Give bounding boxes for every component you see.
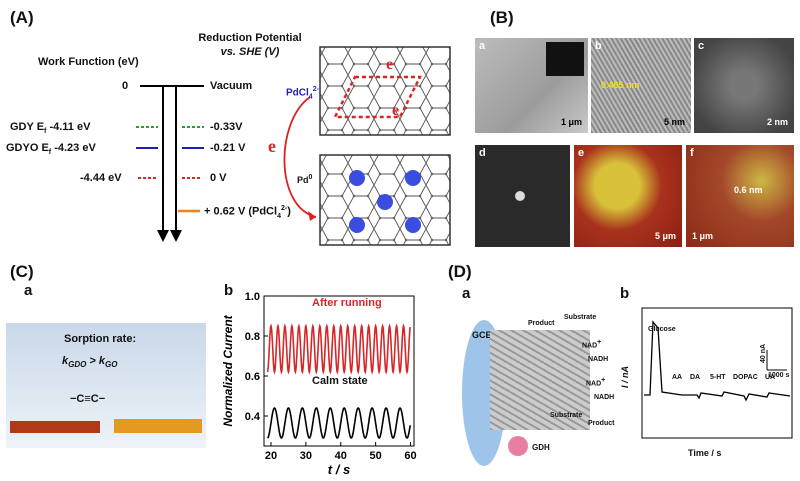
- gdh-enzyme-icon: [508, 436, 528, 456]
- scale-time: 1000 s: [768, 372, 790, 379]
- gdy-lattice-schematic: [283, 46, 451, 246]
- nad-label-1: NAD+: [582, 339, 602, 350]
- fft-center-spot: [515, 191, 525, 201]
- vacuum-label: Vacuum: [210, 80, 253, 92]
- scale-f: 1 μm: [692, 231, 714, 241]
- gdh-label: GDH: [532, 443, 550, 452]
- work-function-title: Work Function (eV): [38, 56, 139, 68]
- product-label-2: Product: [588, 420, 615, 427]
- height-profile-value: 0.6 nm: [734, 185, 763, 195]
- panel-a-label: (A): [10, 8, 34, 27]
- x-tick-label: 60: [404, 450, 416, 462]
- pdcl4-label: PdCl42-: [286, 86, 319, 101]
- amperometric-chart: [641, 307, 793, 439]
- legend-calm-state: Calm state: [312, 375, 368, 387]
- 5ht-label: 5-HT: [710, 374, 726, 381]
- nadh-label-2: NADH: [594, 394, 615, 401]
- gdyo-potential: -0.21 V: [210, 142, 246, 154]
- scale-b: 5 nm: [663, 117, 685, 127]
- energy-diagram: [136, 85, 204, 242]
- hrtem-image-b: b 0.465 nm 5 nm: [591, 38, 691, 133]
- panel-d-sub-a: a: [462, 285, 471, 302]
- dopac-label: DOPAC: [733, 374, 758, 381]
- pd-potential: + 0.62 V (PdCl42-): [204, 205, 291, 220]
- amperometry-xlabel: Time / s: [688, 448, 722, 458]
- gdy-fermi-label: GDY Ef -4.11 eV: [10, 121, 91, 136]
- stm-image-c: c 2 nm: [694, 38, 794, 133]
- subfig-c-letter: c: [698, 40, 705, 52]
- y-tick-label: 0.8: [245, 331, 260, 343]
- y-tick-label: 0.6: [245, 371, 260, 383]
- chart-plot-area: 20 30 40 50 60 0.4 0.6 0.8 1.0 t / s Normalized Cu…: [221, 291, 417, 476]
- saed-inset: [546, 42, 584, 76]
- gdyo-fermi-label: GDYO Ef -4.23 eV: [6, 142, 96, 157]
- x-axis-label: t / s: [328, 462, 350, 476]
- y-axis-label: Normalized Current: [221, 314, 235, 426]
- vacuum-zero: 0: [122, 80, 129, 92]
- gce-label: GCE: [472, 330, 492, 340]
- panel-d-sub-b: b: [620, 285, 630, 302]
- subfig-a-letter: a: [479, 40, 486, 52]
- chart-frame: [263, 295, 415, 447]
- amperometry-ylabel: I / nA: [620, 366, 630, 388]
- y-tick-label: 1.0: [245, 291, 260, 303]
- sorption-title: Sorption rate:: [64, 333, 137, 345]
- pd-atom-label: Pd0: [297, 174, 313, 185]
- scale-current: 40 nA: [760, 343, 768, 364]
- gdy-potential: -0.33V: [210, 121, 243, 133]
- gdo-sheet: [10, 421, 100, 433]
- electron-symbol-2: e: [392, 102, 400, 119]
- afm-image-f: f 0.6 nm 1 μm: [686, 145, 794, 247]
- rate-comparison: kGDO > kGO: [62, 355, 118, 370]
- panel-d-label: (D): [448, 262, 472, 281]
- electron-symbol-3: e: [268, 136, 276, 156]
- fft-image-d: d: [475, 145, 570, 247]
- sorption-illustration: Sorption rate: kGDO > kGO −C≡C−: [6, 323, 206, 448]
- y-tick-label: 0.4: [245, 411, 261, 423]
- series-line-0: [266, 323, 411, 375]
- subfig-b-letter: b: [595, 40, 602, 52]
- panel-b-label: (B): [490, 8, 514, 27]
- she-potential: 0 V: [210, 172, 227, 184]
- subfig-d-letter: d: [479, 147, 486, 159]
- current-chart: 20 30 40 50 60 0.4 0.6 0.8 1.0 t / s Normalized Cu…: [221, 291, 417, 476]
- subfig-e-letter: e: [578, 147, 585, 159]
- da-label: DA: [690, 374, 701, 381]
- reduction-title-2: vs. SHE (V): [220, 46, 280, 58]
- x-tick-label: 20: [265, 450, 277, 462]
- reduction-title-1: Reduction Potential: [198, 32, 302, 44]
- legend-after-running: After running: [312, 297, 382, 309]
- substrate-label-1: Substrate: [564, 314, 597, 321]
- aa-label: AA: [672, 374, 683, 381]
- panel-c-sub-a: a: [24, 282, 33, 299]
- electron-symbol-1: e: [386, 56, 394, 73]
- scale-a: 1 μm: [560, 117, 582, 127]
- panel-c-sub-b: b: [224, 282, 234, 299]
- scale-c: 2 nm: [766, 117, 788, 127]
- x-tick-label: 50: [370, 450, 382, 462]
- scale-e: 5 μm: [654, 231, 676, 241]
- product-label-1: Product: [528, 320, 555, 327]
- she-energy-label: -4.44 eV: [80, 172, 122, 184]
- nadh-label-1: NADH: [588, 356, 609, 363]
- x-tick-label: 40: [335, 450, 347, 462]
- gdy-enzyme-network: [490, 330, 590, 430]
- x-tick-label: 30: [300, 450, 312, 462]
- lattice-spacing: 0.465 nm: [601, 80, 640, 90]
- panel-c-label: (C): [10, 262, 34, 281]
- go-sheet: [114, 419, 202, 433]
- subfig-f-letter: f: [690, 147, 694, 159]
- alkyne-label: −C≡C−: [70, 393, 106, 405]
- glucose-label: Glucose: [648, 326, 676, 333]
- afm-image-e: e 5 μm: [574, 145, 682, 247]
- ua-label: UA: [765, 374, 776, 381]
- tem-image-a: a 1 μm: [475, 38, 588, 133]
- series-line-1: [267, 407, 411, 439]
- nad-label-2: NAD+: [586, 377, 606, 388]
- substrate-label-2: Substrate: [550, 412, 583, 419]
